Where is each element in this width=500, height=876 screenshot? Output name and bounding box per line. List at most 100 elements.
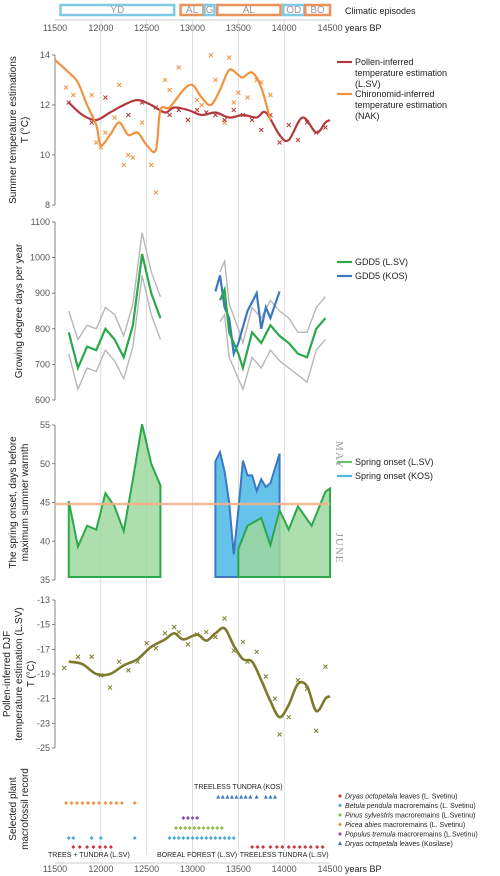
- macrofossil-marker: [185, 816, 190, 820]
- zone-label-trees: TREES + TUNDRA (L.SV): [48, 852, 130, 859]
- macro-legend-swatch: [338, 794, 342, 798]
- spring-legend-label: Spring onset (L.SV): [355, 457, 434, 467]
- temp-legend-label: (NAK): [355, 111, 380, 121]
- macro-legend-label: Dryas octopetala leaves (Kosilase): [345, 841, 453, 848]
- macrofossil-marker: [261, 845, 266, 849]
- y-tick-label: 900: [35, 288, 50, 298]
- bottom-xtick-label: 14000: [272, 864, 297, 874]
- panel-4-ylabel: temperature estimation (L.SV): [14, 607, 25, 740]
- episode-box-3: [216, 3, 282, 17]
- macrofossil-marker: [219, 826, 224, 830]
- macrofossil-marker: [201, 826, 206, 830]
- y-tick-label: -19: [37, 669, 50, 679]
- y-tick-label: 600: [35, 395, 50, 405]
- macrofossil-marker: [77, 845, 82, 849]
- macrofossil-marker: [192, 826, 197, 830]
- temp-scatter-point: [89, 92, 95, 98]
- temp-series-line-1: [54, 59, 272, 154]
- panel-3-ylabel: The spring onset, days before: [8, 436, 19, 569]
- djf-scatter-point: [277, 732, 282, 737]
- macrofossil-marker: [181, 836, 186, 840]
- temp-scatter-point: [103, 95, 108, 100]
- macrofossil-marker: [248, 794, 253, 799]
- djf-scatter-point: [222, 616, 227, 621]
- bottom-xtick-label: 11500: [43, 864, 67, 874]
- y-tick-label: 55: [40, 420, 50, 430]
- macrofossil-marker: [308, 845, 313, 849]
- panel-5-ylabel: Selected plant: [8, 777, 19, 841]
- macrofossil-marker: [91, 801, 96, 805]
- macrofossil-marker: [297, 845, 302, 849]
- temp-scatter-point: [93, 140, 99, 145]
- y-tick-label: 14: [40, 50, 50, 60]
- macrofossil-marker: [181, 816, 186, 820]
- panel-3-ylabel-group: The spring onset, days before maximum sum…: [8, 436, 31, 569]
- gdd-bound-line: [68, 275, 162, 392]
- djf-scatter-point: [125, 667, 131, 673]
- panel-1-ylabel-group: Summer temperature estimations T (°C): [8, 56, 31, 204]
- temp-scatter-point: [125, 152, 131, 158]
- macrofossil-marker: [114, 801, 119, 805]
- top-xtick-label: 14500: [317, 23, 342, 33]
- djf-scatter-point: [185, 642, 191, 647]
- temp-legend-label: temperature estimation: [355, 68, 447, 78]
- bottom-xtick-label: 13000: [180, 864, 205, 874]
- temp-scatter-point: [199, 102, 205, 108]
- macrofossil-marker: [250, 845, 255, 849]
- gdd-legend-label: GDD5 (KOS): [355, 271, 408, 281]
- macrofossil-marker: [195, 836, 200, 840]
- macrofossil-marker: [80, 801, 85, 805]
- y-tick-label: -21: [37, 694, 50, 704]
- panel-2-ylabel-group: Growing degree days per year: [14, 243, 25, 378]
- macrofossil-marker: [176, 836, 181, 840]
- y-tick-label: 700: [35, 359, 50, 369]
- temp-scatter-point: [208, 52, 214, 58]
- macrofossil-marker: [89, 836, 94, 840]
- gdd-series-line-0: [67, 253, 162, 372]
- spring-area-2: [237, 486, 331, 578]
- djf-scatter-point: [323, 664, 328, 669]
- bottom-xtick-label: 12000: [88, 864, 113, 874]
- bottom-xunit-label: years BP: [345, 864, 382, 874]
- top-xtick-label: 11500: [43, 23, 67, 33]
- may-label-group: MAY: [333, 441, 345, 469]
- zone-label-kos: TREELESS TUNDRA (KOS): [194, 784, 283, 791]
- temp-scatter-point: [213, 77, 218, 83]
- djf-scatter-point: [254, 649, 260, 655]
- macrofossil-marker: [103, 845, 108, 849]
- bottom-xtick-label: 14500: [317, 864, 342, 874]
- zone-label-treeless: TREELESS TUNDRA (L.SV): [240, 852, 329, 859]
- macrofossil-marker: [303, 845, 308, 849]
- macrofossil-marker: [98, 836, 103, 840]
- macrofossil-marker: [85, 845, 90, 849]
- temp-legend-label: Pollen-inferred: [355, 57, 414, 67]
- macrofossil-marker: [243, 794, 248, 799]
- macrofossil-marker: [195, 816, 200, 820]
- macrofossil-marker: [64, 801, 68, 805]
- macrofossil-marker: [292, 845, 297, 849]
- temp-scatter-point: [295, 137, 301, 143]
- zone-label-boreal: BOREAL FOREST (L.SV): [157, 852, 237, 859]
- panel-1-ylabel: Summer temperature estimations: [8, 56, 19, 204]
- macrofossil-marker: [119, 801, 124, 805]
- macrofossil-marker: [132, 836, 137, 840]
- panel-1-ylabel: T (°C): [20, 117, 31, 144]
- macrofossil-marker: [227, 836, 232, 840]
- y-tick-label: -13: [37, 595, 50, 605]
- y-tick-label: 50: [40, 459, 50, 469]
- macrofossil-marker: [254, 794, 259, 799]
- temp-scatter-point: [194, 97, 200, 103]
- gdd-series-line-1: [214, 275, 281, 358]
- macro-legend-swatch: [338, 813, 342, 817]
- macrofossil-marker: [215, 826, 220, 830]
- temp-scatter-point: [167, 87, 172, 93]
- y-tick-label: 1000: [30, 253, 50, 263]
- macrofossil-marker: [218, 836, 222, 840]
- panel-5-ylabel-group: Selected plant macrofossil record: [8, 768, 31, 850]
- macro-legend-swatch: [338, 822, 342, 827]
- macrofossil-marker: [234, 794, 239, 799]
- y-tick-label: -17: [37, 644, 50, 654]
- episode-label-5: BO: [310, 5, 325, 16]
- episode-label-2: G: [206, 5, 214, 16]
- temp-scatter-point: [167, 112, 172, 118]
